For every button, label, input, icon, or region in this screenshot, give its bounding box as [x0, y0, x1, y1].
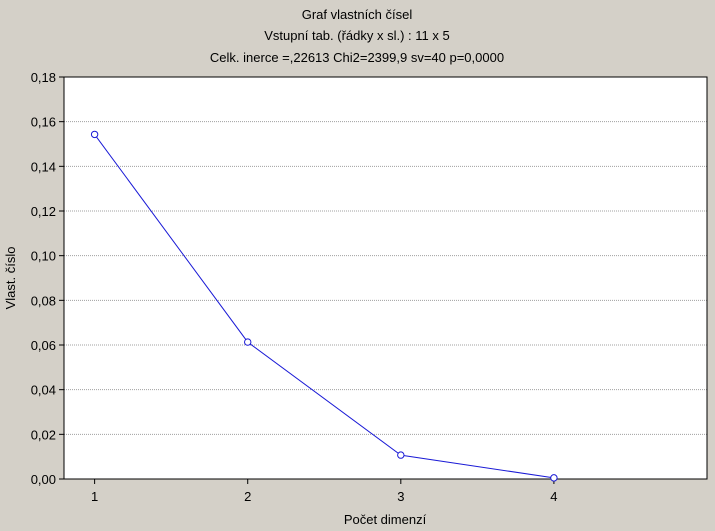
y-tick-label: 0,16 [31, 115, 56, 130]
x-tick-label: 1 [91, 489, 98, 504]
y-tick-label: 0,02 [31, 427, 56, 442]
data-point [550, 474, 558, 482]
plot-frame [63, 76, 708, 480]
x-tick-label: 2 [244, 489, 251, 504]
y-tick-label: 0,10 [31, 249, 56, 264]
data-point [397, 451, 405, 459]
data-point [244, 338, 252, 346]
y-axis-title: Vlast. číslo [3, 247, 18, 310]
x-tick-label: 4 [550, 489, 557, 504]
chart-title: Graf vlastních čísel [302, 7, 413, 22]
plot-area: 0,00 0,02 0,04 0,06 0,08 0,10 0,12 0,14 0,16 0,18… [31, 70, 708, 504]
y-tick-label: 0,12 [31, 204, 56, 219]
y-tick-label: 0,00 [31, 472, 56, 487]
chart-subtitle-line-1: Vstupní tab. (řádky x sl.) : 11 x 5 [264, 28, 449, 43]
series-line [94, 134, 554, 479]
x-axis-title: Počet dimenzí [344, 512, 427, 527]
plot-background [64, 77, 707, 479]
data-point [90, 130, 99, 139]
y-tick-label: 0,18 [31, 70, 56, 85]
x-tick-label: 3 [397, 489, 404, 504]
y-tick-label: 0,08 [31, 293, 56, 308]
y-tick-label: 0,04 [31, 383, 56, 398]
y-tick-label: 0,14 [31, 159, 56, 174]
chart-subtitle-line-2: Celk. inerce =,22613 Chi2=2399,9 sv=40 p… [210, 50, 504, 65]
y-tick-label: 0,06 [31, 338, 56, 353]
